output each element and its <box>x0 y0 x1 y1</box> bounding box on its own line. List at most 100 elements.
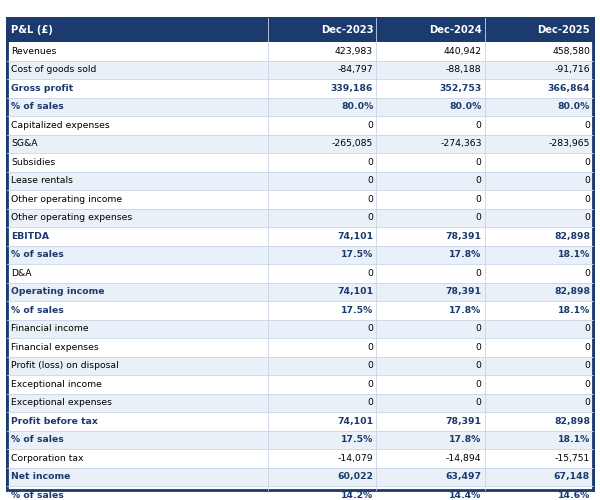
Text: 63,497: 63,497 <box>446 472 482 481</box>
Text: -14,079: -14,079 <box>338 454 373 463</box>
Bar <box>7 208 593 227</box>
Text: Operating income: Operating income <box>11 287 104 296</box>
Text: Financial expenses: Financial expenses <box>11 343 99 352</box>
Text: 14.4%: 14.4% <box>449 491 482 500</box>
Text: 78,391: 78,391 <box>446 417 482 426</box>
Bar <box>7 412 593 430</box>
Text: 14.6%: 14.6% <box>558 491 590 500</box>
Text: Exceptional income: Exceptional income <box>11 380 102 389</box>
Text: Financial income: Financial income <box>11 324 89 333</box>
Text: Corporation tax: Corporation tax <box>11 454 83 463</box>
Bar <box>7 449 593 468</box>
Text: % of sales: % of sales <box>11 250 64 259</box>
Bar <box>7 356 593 375</box>
Text: -14,894: -14,894 <box>446 454 482 463</box>
Text: 0: 0 <box>367 176 373 185</box>
Bar <box>7 134 593 153</box>
Text: 0: 0 <box>476 158 482 167</box>
Bar <box>7 338 593 356</box>
Text: Profit before tax: Profit before tax <box>11 417 98 426</box>
Text: 0: 0 <box>584 194 590 204</box>
Text: SG&A: SG&A <box>11 139 38 148</box>
Bar <box>7 468 593 486</box>
Text: 0: 0 <box>476 324 482 333</box>
Text: Other operating income: Other operating income <box>11 194 122 204</box>
Bar <box>7 172 593 190</box>
Text: Profit (loss) on disposal: Profit (loss) on disposal <box>11 361 119 370</box>
Text: -15,751: -15,751 <box>554 454 590 463</box>
Text: 0: 0 <box>367 380 373 389</box>
Text: -265,085: -265,085 <box>332 139 373 148</box>
Text: Lease rentals: Lease rentals <box>11 176 73 185</box>
Text: -283,965: -283,965 <box>548 139 590 148</box>
Bar <box>7 430 593 449</box>
Text: 0: 0 <box>584 213 590 222</box>
Text: 80.0%: 80.0% <box>341 102 373 112</box>
Text: 17.8%: 17.8% <box>449 306 482 315</box>
Text: Gross profit: Gross profit <box>11 84 73 93</box>
Text: 17.5%: 17.5% <box>341 306 373 315</box>
Text: Subsidies: Subsidies <box>11 158 55 167</box>
Bar <box>7 42 593 60</box>
Text: 0: 0 <box>584 324 590 333</box>
Text: 17.5%: 17.5% <box>341 435 373 444</box>
Bar <box>7 486 593 500</box>
Text: % of sales: % of sales <box>11 435 64 444</box>
Text: 82,898: 82,898 <box>554 417 590 426</box>
Text: 458,580: 458,580 <box>552 47 590 56</box>
Text: 0: 0 <box>367 324 373 333</box>
Text: Net income: Net income <box>11 472 70 481</box>
Text: 0: 0 <box>367 343 373 352</box>
Text: 440,942: 440,942 <box>443 47 482 56</box>
Text: 0: 0 <box>584 361 590 370</box>
Text: 0: 0 <box>476 120 482 130</box>
Bar <box>7 246 593 264</box>
Text: 0: 0 <box>367 213 373 222</box>
Text: 17.8%: 17.8% <box>449 435 482 444</box>
Text: -91,716: -91,716 <box>554 65 590 74</box>
Text: 18.1%: 18.1% <box>558 306 590 315</box>
Text: -88,188: -88,188 <box>446 65 482 74</box>
Text: 0: 0 <box>584 269 590 278</box>
Text: 0: 0 <box>584 380 590 389</box>
Text: Dec-2024: Dec-2024 <box>429 25 482 35</box>
Text: 60,022: 60,022 <box>337 472 373 481</box>
Text: D&A: D&A <box>11 269 32 278</box>
Text: 80.0%: 80.0% <box>558 102 590 112</box>
Bar <box>7 375 593 394</box>
Text: 18.1%: 18.1% <box>558 435 590 444</box>
Bar <box>7 98 593 116</box>
Bar <box>7 60 593 79</box>
Text: 17.8%: 17.8% <box>449 250 482 259</box>
Text: 0: 0 <box>367 361 373 370</box>
Text: 0: 0 <box>476 213 482 222</box>
Bar <box>7 394 593 412</box>
Text: 0: 0 <box>367 158 373 167</box>
Text: 0: 0 <box>476 176 482 185</box>
Text: 0: 0 <box>584 176 590 185</box>
Text: 14.2%: 14.2% <box>341 491 373 500</box>
Text: 82,898: 82,898 <box>554 287 590 296</box>
Bar <box>7 264 593 282</box>
Text: 0: 0 <box>584 120 590 130</box>
Text: 0: 0 <box>476 361 482 370</box>
Text: 0: 0 <box>476 194 482 204</box>
Text: Dec-2025: Dec-2025 <box>538 25 590 35</box>
Text: % of sales: % of sales <box>11 491 64 500</box>
Text: 0: 0 <box>584 158 590 167</box>
Text: 67,148: 67,148 <box>554 472 590 481</box>
Text: 74,101: 74,101 <box>337 287 373 296</box>
Bar <box>7 227 593 246</box>
Text: 0: 0 <box>476 380 482 389</box>
Text: 74,101: 74,101 <box>337 417 373 426</box>
Text: 80.0%: 80.0% <box>449 102 482 112</box>
Text: Revenues: Revenues <box>11 47 56 56</box>
Text: 74,101: 74,101 <box>337 232 373 241</box>
Bar <box>7 153 593 172</box>
Text: P&L (£): P&L (£) <box>11 25 53 35</box>
Text: 0: 0 <box>476 269 482 278</box>
Text: 339,186: 339,186 <box>331 84 373 93</box>
Text: 352,753: 352,753 <box>439 84 482 93</box>
Bar <box>7 190 593 208</box>
Text: % of sales: % of sales <box>11 102 64 112</box>
